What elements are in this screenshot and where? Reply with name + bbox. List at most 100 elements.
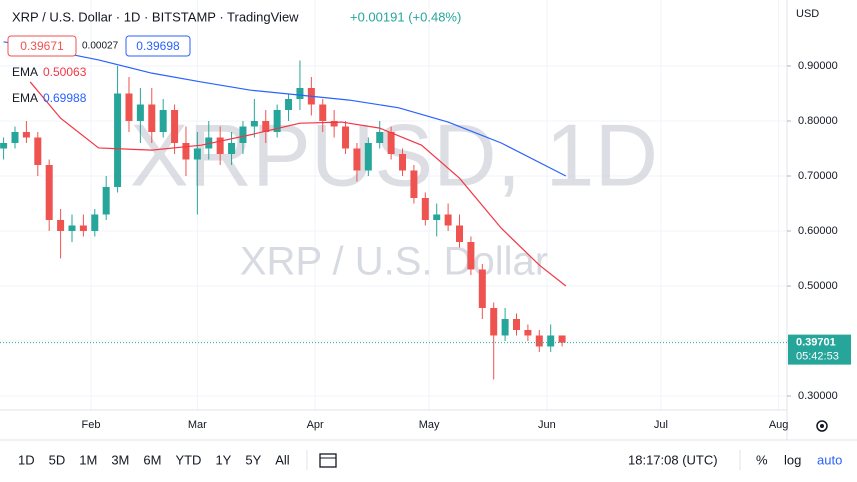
y-tick-label: 0.70000 — [798, 170, 838, 182]
range-button[interactable]: YTD — [175, 452, 201, 467]
range-button[interactable]: 1M — [79, 452, 97, 467]
candle-body — [68, 225, 76, 231]
candle-body — [433, 214, 441, 220]
candle-body — [558, 335, 566, 343]
candle-body — [125, 93, 133, 121]
candle-body — [376, 131, 384, 143]
candle-body — [512, 318, 520, 330]
candle-body — [193, 148, 201, 160]
candle-body — [216, 137, 224, 154]
candle-body — [547, 335, 555, 347]
candle-body — [0, 142, 8, 149]
candle-body — [182, 142, 190, 160]
y-tick-label: 0.60000 — [798, 225, 838, 237]
candle-body — [57, 219, 65, 231]
y-tick-label: 0.90000 — [798, 60, 838, 72]
candle-body — [467, 241, 475, 270]
price-change: +0.00191 (+0.48%) — [350, 9, 461, 24]
range-button[interactable]: 5D — [49, 452, 66, 467]
candle-body — [387, 131, 395, 154]
bid-box[interactable] — [7, 35, 77, 57]
candle-body — [296, 87, 304, 99]
candle-body — [535, 335, 543, 347]
last-price-label: 0.39701 — [796, 337, 836, 349]
last-price-box — [788, 334, 851, 365]
ask-box[interactable] — [125, 35, 191, 57]
candle-body — [250, 120, 258, 127]
gear — [816, 420, 828, 432]
candle-body — [478, 269, 486, 308]
candle-body — [501, 318, 509, 336]
x-tick-label: Jun — [538, 419, 556, 431]
auto-toggle[interactable]: auto — [817, 452, 842, 467]
candle-body — [319, 104, 327, 121]
range-button[interactable]: 1Y — [215, 452, 231, 467]
candle-body — [399, 153, 407, 171]
x-tick-label: Feb — [82, 419, 101, 431]
candle-body — [11, 131, 19, 143]
candle-body — [342, 126, 350, 149]
y-tick-label: 0.30000 — [798, 390, 838, 402]
x-tick-label: Aug — [769, 419, 789, 431]
ask-price: 0.39698 — [136, 39, 180, 53]
candle-body — [421, 197, 429, 220]
watermark: XRPUSD, 1D — [130, 105, 658, 204]
log-toggle[interactable]: log — [784, 452, 801, 467]
legend-value: 0.69988 — [43, 91, 87, 105]
settings-icon[interactable] — [816, 420, 828, 432]
candle-body — [148, 104, 156, 132]
compare-icon[interactable] — [319, 453, 337, 468]
range-button[interactable]: 1D — [18, 452, 35, 467]
currency: USD — [796, 8, 819, 20]
calendar-icon — [319, 453, 337, 468]
candle-body — [490, 307, 498, 336]
candle-body — [410, 170, 418, 198]
candle-body — [45, 164, 53, 220]
countdown: 05:42:53 — [796, 351, 839, 363]
candle-body — [364, 142, 372, 171]
candle-body — [330, 120, 338, 127]
range-button[interactable]: All — [275, 452, 290, 467]
candle-body — [444, 214, 452, 226]
x-tick-label: Apr — [307, 419, 324, 431]
y-tick-label: 0.80000 — [798, 115, 838, 127]
candle-body — [262, 120, 270, 132]
candle-body — [114, 93, 122, 187]
x-tick-label: Mar — [188, 419, 207, 431]
candle-body — [456, 225, 464, 242]
candle-body — [273, 109, 281, 132]
ema-line — [29, 81, 567, 287]
legend-name: EMA — [12, 65, 38, 79]
range-button[interactable]: 6M — [143, 452, 161, 467]
clock: 18:17:08 (UTC) — [628, 452, 718, 467]
candle-body — [34, 137, 42, 165]
legend-value: 0.50063 — [43, 65, 87, 79]
x-tick-label: May — [419, 419, 440, 431]
y-tick-label: 0.50000 — [798, 280, 838, 292]
candle-body — [79, 225, 87, 231]
range-button[interactable]: 3M — [111, 452, 129, 467]
symbol-title: XRP / U.S. Dollar · 1D · BITSTAMP · Trad… — [12, 9, 299, 24]
legend-name: EMA — [12, 91, 38, 105]
watermark-subtitle: XRP / U.S. Dollar — [240, 240, 548, 284]
candle-body — [136, 104, 144, 121]
candle-body — [102, 186, 110, 215]
range-button[interactable]: 5Y — [245, 452, 261, 467]
candle-body — [22, 131, 30, 138]
percent-toggle[interactable]: % — [756, 452, 768, 467]
candle-body — [228, 142, 236, 154]
spread: 0.00027 — [82, 41, 119, 52]
gear-center — [820, 424, 824, 428]
candle-body — [171, 109, 179, 143]
candle-body — [524, 329, 532, 336]
ema-line — [3, 41, 567, 177]
x-tick-label: Jul — [654, 419, 668, 431]
candle-body — [239, 126, 247, 143]
candle-body — [285, 98, 293, 110]
candle-body — [91, 214, 99, 231]
candle-body — [353, 148, 361, 171]
bid-price: 0.39671 — [20, 39, 64, 53]
candle-body — [159, 109, 167, 132]
